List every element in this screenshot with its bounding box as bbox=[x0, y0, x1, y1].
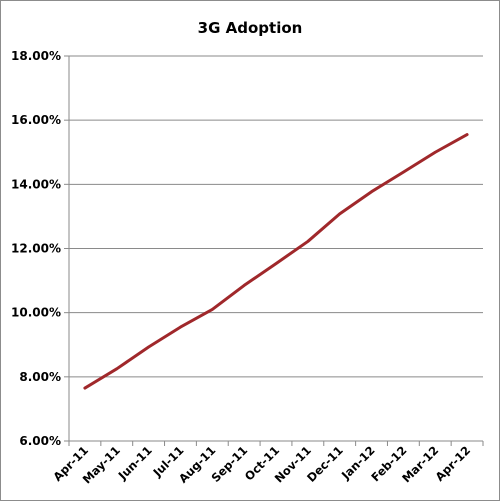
data-point bbox=[147, 345, 150, 349]
data-point bbox=[434, 151, 437, 154]
x-tick-label: Dec-11 bbox=[304, 443, 346, 485]
chart-title: 3G Adoption bbox=[198, 19, 303, 37]
y-tick-label: 6.00% bbox=[19, 434, 61, 448]
y-axis-ticks: 6.00% 8.00% 10.00% 12.00% 14.00% 16.00% 18.00% bbox=[11, 49, 61, 448]
data-point bbox=[465, 133, 469, 136]
data-point bbox=[242, 284, 246, 287]
data-point bbox=[211, 308, 214, 311]
y-tick-label: 10.00% bbox=[11, 306, 61, 320]
data-point bbox=[306, 240, 310, 243]
data-point bbox=[274, 262, 278, 265]
x-tick-label: Apr-12 bbox=[432, 443, 473, 484]
series-line bbox=[83, 133, 469, 390]
data-point bbox=[179, 325, 182, 329]
data-point bbox=[115, 367, 118, 371]
y-tick-label: 14.00% bbox=[11, 177, 61, 191]
y-tick-label: 8.00% bbox=[19, 370, 61, 384]
data-point bbox=[338, 212, 341, 216]
gridlines bbox=[69, 55, 483, 378]
data-point bbox=[370, 190, 373, 193]
y-tick-label: 12.00% bbox=[11, 242, 61, 256]
axes bbox=[64, 55, 484, 446]
data-point bbox=[402, 170, 405, 174]
series-layer bbox=[83, 133, 469, 390]
data-point bbox=[83, 386, 87, 390]
x-axis-ticks: Apr-11May-11Jun-11Jul-11Aug-11Sep-11Oct-… bbox=[50, 443, 473, 486]
x-tick-label: Jun-11 bbox=[115, 443, 155, 483]
y-tick-label: 18.00% bbox=[11, 49, 61, 63]
y-tick-label: 16.00% bbox=[11, 113, 61, 127]
